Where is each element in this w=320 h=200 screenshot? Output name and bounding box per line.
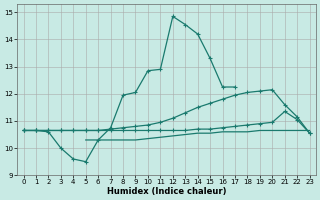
X-axis label: Humidex (Indice chaleur): Humidex (Indice chaleur) xyxy=(107,187,226,196)
